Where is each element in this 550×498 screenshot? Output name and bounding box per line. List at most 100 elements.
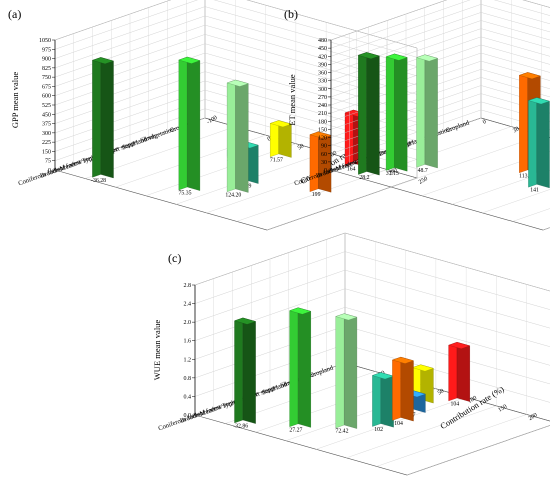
bar-side <box>187 56 201 191</box>
y-tick-label: 1.2 <box>184 357 192 363</box>
y-tick-label: 420 <box>318 54 327 60</box>
y-tick-label: 150 <box>42 149 51 155</box>
x-tick-label: 250 <box>418 176 429 186</box>
y-tick-label: 2.8 <box>184 283 192 289</box>
x-tick-label: 100 <box>467 395 478 405</box>
bar-1: -36.28 <box>91 57 115 184</box>
grid-line-floor <box>346 405 497 459</box>
y-tick-label: 0.4 <box>184 394 192 400</box>
y-tick-label: 450 <box>42 112 51 118</box>
y-tick-label: 600 <box>42 94 51 100</box>
y-tick-label: 150 <box>318 127 327 133</box>
grid-line-h <box>54 0 418 58</box>
bar-2: 27.27 <box>289 307 312 433</box>
x-tick-label: 30 <box>512 126 520 134</box>
y-axis-title: GPP mean value <box>10 72 20 129</box>
y-tick-label: 975 <box>42 47 51 53</box>
bar-value-label: 75.35 <box>178 191 191 197</box>
bar-side <box>344 313 358 429</box>
bar-front <box>528 97 537 188</box>
y-tick-label: 75 <box>45 159 51 165</box>
y-tick-label: 360 <box>318 71 327 77</box>
y-tick-label: 0.8 <box>184 376 192 382</box>
bar-top <box>233 317 257 325</box>
y-tick-label: 120 <box>318 136 327 142</box>
grid-line-h <box>194 232 550 292</box>
bar-top <box>91 57 115 65</box>
y-tick-label: 825 <box>42 66 51 72</box>
bar-value-label: -32.86 <box>233 423 248 429</box>
bar-8: 104 <box>448 341 471 407</box>
bar-top <box>178 56 201 64</box>
bar-1: 28.2 <box>357 52 380 181</box>
y-tick-label: 210 <box>318 111 327 117</box>
grid-line-h <box>330 0 550 41</box>
bar-front <box>178 56 188 191</box>
bar-front <box>372 372 381 427</box>
bar-5: 104 <box>391 356 415 427</box>
bar-side <box>297 307 311 428</box>
bar-value-label: 164 <box>347 167 356 173</box>
bar-front <box>448 341 458 402</box>
y-tick-label: 450 <box>318 46 327 52</box>
bar-front <box>270 120 279 158</box>
bar-side <box>242 317 256 424</box>
bar-front <box>416 54 426 168</box>
x-tick-label: 0 <box>267 136 273 143</box>
bar-value-label: -36.28 <box>91 178 106 184</box>
panel-label: (c) <box>168 251 181 265</box>
y-tick-label: 900 <box>42 57 51 63</box>
x-tick-label: 0 <box>482 119 488 126</box>
bar-2: 37.15 <box>385 53 408 177</box>
y-tick-label: 30 <box>321 160 327 166</box>
chart-panel-2: 0306090120150180210240270300330360390420… <box>284 0 550 231</box>
bar-front <box>358 52 367 175</box>
bar-top <box>385 53 408 61</box>
y-tick-label: 330 <box>318 79 327 85</box>
grid-line-h <box>194 251 550 310</box>
y-tick-label: 0 <box>324 168 327 174</box>
bar-top <box>269 120 292 128</box>
y-axis-title: WUE mean value <box>152 320 162 381</box>
bar-front <box>226 79 236 193</box>
bar-3: 72.42 <box>335 313 358 435</box>
y-tick-label: 1050 <box>39 38 51 44</box>
bar-front <box>92 57 101 178</box>
bar-7: 71.57 <box>269 120 292 163</box>
bar-value-label: 113.4 <box>519 173 532 179</box>
bar-top <box>226 79 249 87</box>
y-tick-label: 180 <box>318 119 327 125</box>
y-tick-label: 480 <box>318 38 327 44</box>
bar-top <box>335 313 358 321</box>
y-tick-label: 675 <box>42 84 51 90</box>
bar-value-label: 28.2 <box>359 175 369 181</box>
bar-side <box>235 79 249 193</box>
grid-line-floor <box>236 169 387 222</box>
bar-value-label: 72.42 <box>335 429 348 435</box>
panel-label: (b) <box>284 7 298 21</box>
grid-line-floor <box>391 134 542 188</box>
bar-side <box>400 356 414 422</box>
grid-line-floor <box>206 160 357 214</box>
grid-line-floor <box>194 362 346 416</box>
bar-front <box>335 313 345 429</box>
bar-3: 124.20 <box>225 79 249 198</box>
grid-line-h <box>330 0 550 49</box>
bar-front <box>519 72 528 174</box>
bar-value-label: 199 <box>312 192 321 198</box>
y-tick-label: 0 <box>48 168 51 174</box>
y-tick-label: 300 <box>318 87 327 93</box>
y-tick-label: 300 <box>42 131 51 137</box>
x-tick-label: 100 <box>327 150 338 160</box>
y-tick-label: 270 <box>318 95 327 101</box>
bar-value-label: 37.15 <box>386 171 399 177</box>
bar-front <box>234 317 244 424</box>
x-tick-label: 50 <box>437 388 445 396</box>
bar-top <box>391 356 415 364</box>
y-tick-label: 0.0 <box>184 413 192 419</box>
x-tick-label: 200 <box>388 167 399 177</box>
bar-value-label: 141 <box>530 188 539 194</box>
bar-top <box>411 364 434 372</box>
grid-line-floor <box>482 189 550 214</box>
x-tick-label: 50 <box>297 143 305 151</box>
